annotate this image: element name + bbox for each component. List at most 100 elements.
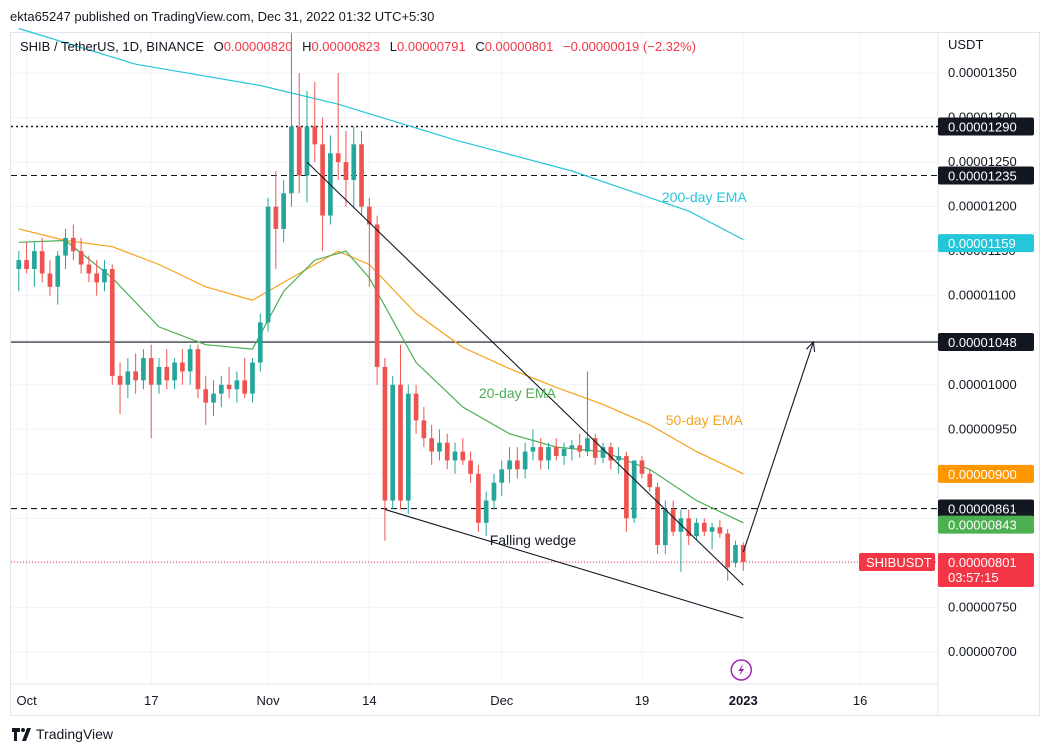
candle-body[interactable] — [148, 358, 154, 385]
candle-body[interactable] — [382, 366, 388, 501]
candle-body[interactable] — [343, 162, 349, 180]
candle-body[interactable] — [553, 447, 559, 457]
candle-body[interactable] — [600, 447, 606, 458]
candle-body[interactable] — [195, 349, 201, 390]
candle-body[interactable] — [257, 322, 263, 363]
candle-body[interactable] — [141, 358, 146, 381]
candle-body[interactable] — [476, 473, 481, 523]
candle-body[interactable] — [491, 482, 497, 501]
candle-body[interactable] — [250, 362, 255, 394]
candle-body[interactable] — [117, 375, 123, 385]
ema-line[interactable] — [18, 228, 744, 475]
candle-body[interactable] — [203, 389, 209, 403]
ema-line[interactable] — [18, 27, 744, 241]
candle-body[interactable] — [561, 448, 567, 457]
candle-body[interactable] — [156, 366, 162, 385]
candle-body[interactable] — [538, 447, 544, 461]
candle-body[interactable] — [717, 527, 723, 534]
candle-body[interactable] — [133, 371, 138, 381]
candle-body[interactable] — [740, 545, 746, 562]
candle-body[interactable] — [24, 260, 29, 269]
candle-body[interactable] — [374, 224, 380, 367]
candle-body[interactable] — [180, 362, 185, 372]
candle-body[interactable] — [624, 456, 629, 519]
candle-body[interactable] — [701, 522, 707, 532]
candle-body[interactable] — [429, 438, 434, 452]
candle-body[interactable] — [507, 460, 512, 470]
candle-body[interactable] — [670, 509, 676, 532]
candle-body[interactable] — [577, 445, 583, 452]
candle-body[interactable] — [273, 206, 279, 229]
candle-body[interactable] — [164, 366, 170, 381]
candle-body[interactable] — [390, 384, 396, 501]
candle-body[interactable] — [335, 153, 341, 163]
candle-body[interactable] — [312, 126, 318, 145]
candle-body[interactable] — [39, 251, 45, 274]
candle-body[interactable] — [47, 273, 53, 287]
candle-body[interactable] — [592, 438, 598, 458]
candle-body[interactable] — [733, 545, 738, 563]
candle-body[interactable] — [265, 206, 271, 323]
candle-body[interactable] — [483, 500, 489, 523]
candle-body[interactable] — [686, 518, 692, 537]
candle-body[interactable] — [94, 273, 100, 283]
candle-body[interactable] — [421, 420, 427, 439]
candle-body[interactable] — [125, 371, 131, 385]
candle-body[interactable] — [647, 473, 653, 488]
candle-body[interactable] — [70, 237, 76, 252]
candle-body[interactable] — [569, 445, 575, 449]
candle-body[interactable] — [452, 451, 458, 461]
candle-body[interactable] — [663, 509, 668, 546]
candle-body[interactable] — [655, 487, 660, 546]
candle-body[interactable] — [304, 126, 310, 176]
candle-body[interactable] — [78, 251, 84, 265]
candle-body[interactable] — [499, 469, 505, 483]
candle-body[interactable] — [530, 447, 536, 452]
candle-body[interactable] — [522, 451, 528, 470]
candle-body[interactable] — [437, 442, 442, 452]
candle-body[interactable] — [289, 126, 294, 194]
candle-body[interactable] — [16, 260, 22, 269]
candle-body[interactable] — [55, 255, 61, 287]
candle-body[interactable] — [102, 268, 107, 283]
footer-brand[interactable]: TradingView — [12, 726, 113, 742]
candle-body[interactable] — [546, 447, 551, 461]
candle-body[interactable] — [694, 522, 699, 537]
candle-body[interactable] — [413, 393, 419, 421]
candle-body[interactable] — [211, 393, 216, 403]
candle-body[interactable] — [398, 384, 403, 501]
candle-body[interactable] — [616, 456, 621, 461]
candle-body[interactable] — [585, 438, 590, 452]
candle-body[interactable] — [460, 451, 466, 461]
candle-body[interactable] — [444, 442, 450, 461]
candle-body[interactable] — [468, 460, 473, 474]
trendline[interactable] — [384, 508, 744, 619]
candle-body[interactable] — [296, 126, 302, 176]
candle-body[interactable] — [405, 393, 411, 501]
candle-body[interactable] — [281, 193, 286, 229]
candle-body[interactable] — [218, 384, 224, 394]
candle-body[interactable] — [86, 264, 92, 274]
candle-body[interactable] — [709, 527, 715, 532]
candle-body[interactable] — [631, 460, 637, 519]
candle-body[interactable] — [320, 144, 325, 216]
candle-body[interactable] — [359, 144, 364, 207]
candle-body[interactable] — [608, 447, 614, 461]
trendline[interactable] — [306, 161, 744, 586]
candle-body[interactable] — [226, 384, 232, 390]
candle-body[interactable] — [63, 237, 68, 256]
candle-body[interactable] — [32, 251, 37, 269]
candle-body[interactable] — [351, 144, 357, 180]
candle-body[interactable] — [234, 380, 240, 390]
candle-body[interactable] — [366, 206, 372, 225]
candle-body[interactable] — [187, 349, 193, 372]
candle-body[interactable] — [242, 380, 248, 394]
candle-body[interactable] — [725, 533, 731, 568]
candle-body[interactable] — [172, 362, 177, 381]
candle-body[interactable] — [515, 460, 520, 470]
symbol-label[interactable]: SHIB / TetherUS, 1D, BINANCE — [20, 39, 204, 54]
trendline[interactable] — [742, 341, 814, 553]
candle-body[interactable] — [639, 460, 645, 474]
candle-body[interactable] — [109, 268, 115, 376]
